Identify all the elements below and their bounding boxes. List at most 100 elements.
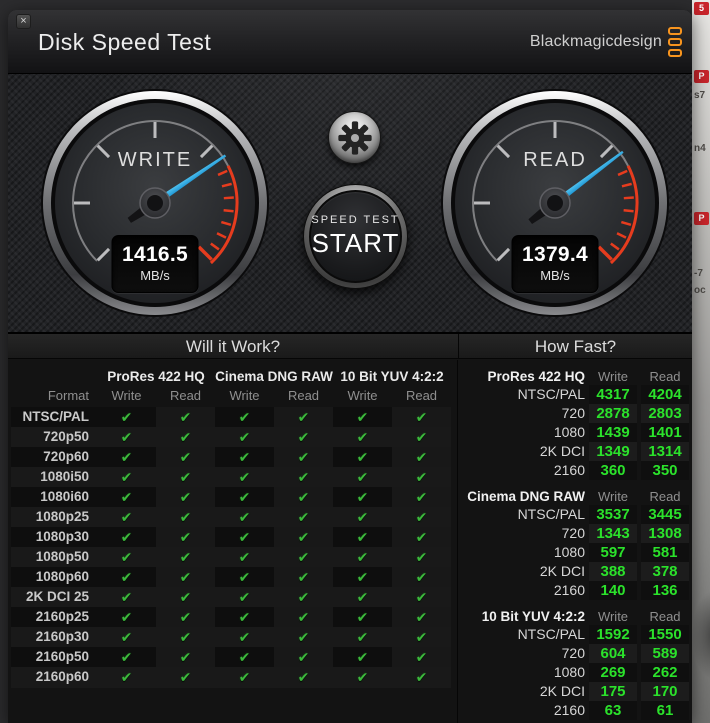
check-icon: ✔ xyxy=(120,409,133,425)
check-icon: ✔ xyxy=(238,549,251,565)
check-cell: ✔ xyxy=(333,507,392,528)
check-icon: ✔ xyxy=(297,529,310,545)
write-speed-value: 388 xyxy=(589,562,637,581)
section-header: 10 Bit YUV 4:2:2 Write Read xyxy=(460,608,689,625)
check-cell: ✔ xyxy=(156,407,215,428)
background-window-strip: 5 P s7 n4 P -7 oc xyxy=(692,0,710,723)
speed-row-label: 2160 xyxy=(553,582,585,598)
check-icon: ✔ xyxy=(297,609,310,625)
check-icon: ✔ xyxy=(120,609,133,625)
check-icon: ✔ xyxy=(179,449,192,465)
check-icon: ✔ xyxy=(297,629,310,645)
check-cell: ✔ xyxy=(97,547,156,568)
read-speed-value: 589 xyxy=(641,644,689,663)
check-cell: ✔ xyxy=(215,527,274,548)
check-cell: ✔ xyxy=(156,427,215,448)
check-cell: ✔ xyxy=(215,487,274,508)
check-cell: ✔ xyxy=(156,647,215,668)
check-cell: ✔ xyxy=(215,567,274,588)
check-cell: ✔ xyxy=(97,607,156,628)
will-it-work-title: Will it Work? xyxy=(185,337,281,356)
gauge-scale-arc xyxy=(472,119,629,262)
check-cell: ✔ xyxy=(97,527,156,548)
check-cell: ✔ xyxy=(97,587,156,608)
check-cell: ✔ xyxy=(215,447,274,468)
read-speed-value: 170 xyxy=(641,682,689,701)
speed-row-label: 1080 xyxy=(553,664,585,680)
write-speed-value: 2878 xyxy=(589,404,637,423)
check-icon: ✔ xyxy=(120,569,133,585)
check-icon: ✔ xyxy=(179,529,192,545)
check-icon: ✔ xyxy=(179,549,192,565)
settings-button[interactable] xyxy=(328,111,381,164)
how-fast-panel: ProRes 422 HQ Write Read NTSC/PAL 4317 4204 72… xyxy=(459,360,692,723)
check-cell: ✔ xyxy=(274,527,333,548)
check-icon: ✔ xyxy=(179,569,192,585)
check-icon: ✔ xyxy=(297,569,310,585)
section-header-bar: Will it Work? How Fast? xyxy=(8,333,692,359)
check-cell: ✔ xyxy=(333,547,392,568)
speed-row: 1080 1439 1401 xyxy=(460,423,689,442)
check-icon: ✔ xyxy=(356,609,369,625)
check-icon: ✔ xyxy=(415,429,428,445)
speed-row-label: NTSC/PAL xyxy=(517,506,585,522)
write-speed-value: 1349 xyxy=(589,442,637,461)
check-cell: ✔ xyxy=(333,567,392,588)
check-icon: ✔ xyxy=(238,649,251,665)
col-header-format: Format xyxy=(47,388,89,403)
check-icon: ✔ xyxy=(297,549,310,565)
write-unit: MB/s xyxy=(140,268,170,283)
check-icon: ✔ xyxy=(179,589,192,605)
check-icon: ✔ xyxy=(297,429,310,445)
format-row: 1080p25 ✔ ✔ ✔ ✔ ✔ ✔ xyxy=(11,507,451,528)
section-header: Cinema DNG RAW Write Read xyxy=(460,488,689,505)
check-icon: ✔ xyxy=(415,629,428,645)
how-fast-sections: ProRes 422 HQ Write Read NTSC/PAL 4317 4204 72… xyxy=(460,360,689,720)
format-row: 720p60 ✔ ✔ ✔ ✔ ✔ ✔ xyxy=(11,447,451,468)
section-header: ProRes 422 HQ Write Read xyxy=(460,368,689,385)
read-speed-value: 581 xyxy=(641,543,689,562)
check-cell: ✔ xyxy=(156,667,215,688)
check-cell: ✔ xyxy=(97,667,156,688)
check-cell: ✔ xyxy=(156,567,215,588)
check-icon: ✔ xyxy=(297,589,310,605)
check-cell: ✔ xyxy=(392,607,451,628)
check-cell: ✔ xyxy=(392,487,451,508)
check-cell: ✔ xyxy=(156,607,215,628)
speed-row: 2160 140 136 xyxy=(460,581,689,600)
format-label: NTSC/PAL xyxy=(11,407,97,428)
check-cell: ✔ xyxy=(333,587,392,608)
speed-row-label: 720 xyxy=(561,645,585,661)
format-row: 2K DCI 25 ✔ ✔ ✔ ✔ ✔ ✔ xyxy=(11,587,451,608)
check-cell: ✔ xyxy=(392,467,451,488)
format-label: 1080p25 xyxy=(11,507,97,528)
close-button[interactable]: × xyxy=(16,14,31,29)
write-gauge-dial xyxy=(41,89,269,317)
write-speed-value: 360 xyxy=(589,461,637,480)
check-icon: ✔ xyxy=(415,409,428,425)
check-icon: ✔ xyxy=(356,589,369,605)
read-speed-value: 262 xyxy=(641,663,689,682)
write-value: 1416.5 xyxy=(121,243,189,266)
check-icon: ✔ xyxy=(238,589,251,605)
check-cell: ✔ xyxy=(97,487,156,508)
col-header-write: Write xyxy=(597,609,629,624)
speed-row: 720 2878 2803 xyxy=(460,404,689,423)
check-cell: ✔ xyxy=(215,407,274,428)
check-icon: ✔ xyxy=(179,629,192,645)
format-label: 720p60 xyxy=(11,447,97,468)
format-label: 1080p30 xyxy=(11,527,97,548)
check-cell: ✔ xyxy=(392,547,451,568)
start-test-button[interactable]: SPEED TEST START xyxy=(303,184,408,289)
format-label: 2160p25 xyxy=(11,607,97,628)
check-cell: ✔ xyxy=(97,567,156,588)
check-cell: ✔ xyxy=(274,587,333,608)
group-header-cinemadng: Cinema DNG RAW xyxy=(215,369,333,384)
gauge-major-ticks xyxy=(74,122,214,262)
format-label: 720p50 xyxy=(11,427,97,448)
check-icon: ✔ xyxy=(179,409,192,425)
col-header-read: Read xyxy=(649,489,681,504)
format-label: 2K DCI 25 xyxy=(11,587,97,608)
check-cell: ✔ xyxy=(333,487,392,508)
speed-row-label: 720 xyxy=(561,405,585,421)
